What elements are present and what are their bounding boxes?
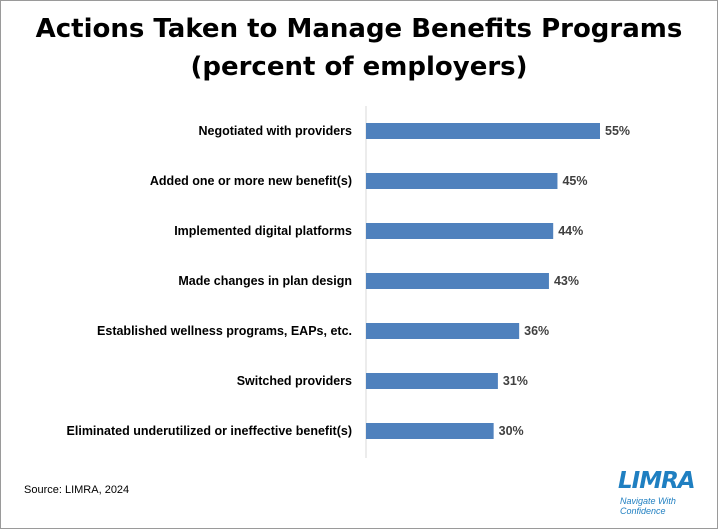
data-label: 30% xyxy=(499,424,524,438)
bar xyxy=(366,423,494,439)
category-label: Added one or more new benefit(s) xyxy=(150,174,352,188)
category-label: Made changes in plan design xyxy=(178,274,352,288)
logo-tagline: Navigate With Confidence xyxy=(620,496,676,516)
category-label: Eliminated underutilized or ineffective … xyxy=(67,424,352,438)
data-label: 45% xyxy=(562,174,587,188)
category-label: Switched providers xyxy=(237,374,352,388)
data-label: 44% xyxy=(558,224,583,238)
bar xyxy=(366,273,549,289)
chart-title: Actions Taken to Manage Benefits Program… xyxy=(0,10,718,86)
category-label: Established wellness programs, EAPs, etc… xyxy=(97,324,352,338)
source-note: Source: LIMRA, 2024 xyxy=(24,484,130,496)
chart-title-line-1: Actions Taken to Manage Benefits Program… xyxy=(35,14,683,44)
chart-title-line-2: (percent of employers) xyxy=(190,52,528,82)
data-label: 43% xyxy=(554,274,579,288)
bar xyxy=(366,223,554,239)
data-label: 55% xyxy=(605,124,630,138)
category-label: Implemented digital platforms xyxy=(174,224,352,238)
data-label: 36% xyxy=(524,324,549,338)
bar xyxy=(366,373,498,389)
limra-logo: LIMRA Navigate With Confidence xyxy=(612,468,696,524)
category-label: Negotiated with providers xyxy=(199,124,353,138)
bar xyxy=(366,323,520,339)
logo-wordmark: LIMRA xyxy=(618,468,696,494)
data-label: 31% xyxy=(503,374,528,388)
bar xyxy=(366,173,558,189)
bar xyxy=(366,123,600,139)
